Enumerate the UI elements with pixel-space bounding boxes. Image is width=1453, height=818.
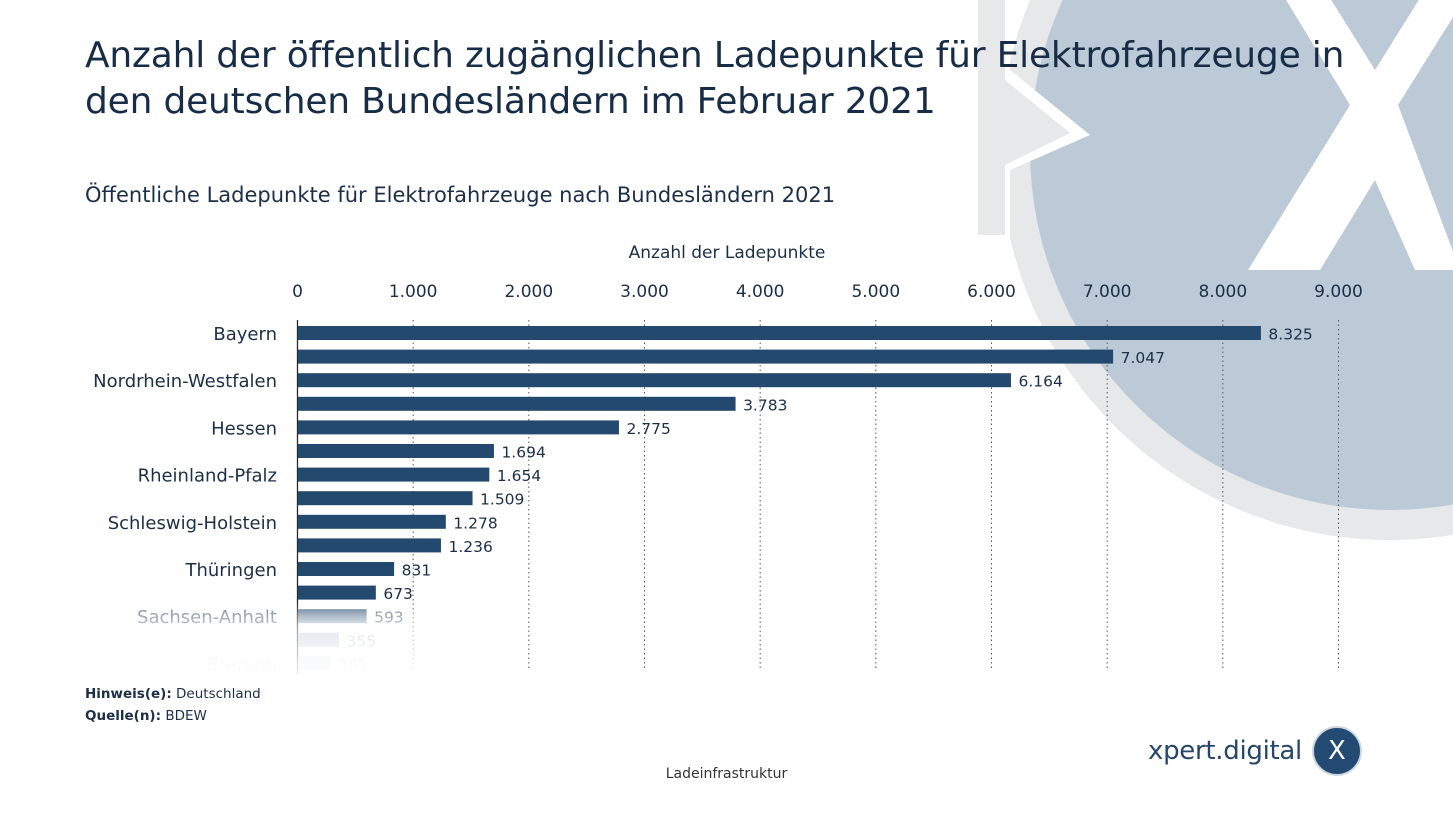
- x-tick-label: 3.000: [620, 282, 669, 302]
- x-tick-label: 7.000: [1083, 282, 1132, 302]
- source-value: BDEW: [165, 708, 207, 724]
- chart-subtitle: Öffentliche Ladepunkte für Elektrofahrze…: [85, 183, 836, 207]
- value-label: 593: [374, 609, 404, 627]
- bar: [298, 396, 736, 411]
- x-tick-labels: 0 1.000 2.000 3.000 4.000 5.000 6.000 7.000 8.00…: [292, 282, 1363, 302]
- hint-value: Deutschland: [176, 686, 261, 702]
- value-label: 7.047: [1121, 349, 1165, 367]
- category-label: Hessen: [211, 418, 277, 439]
- value-label: 8.325: [1268, 326, 1312, 344]
- gridlines: [412, 320, 1339, 668]
- source-line: Quelle(n): BDEW: [85, 705, 261, 727]
- bar: [298, 491, 473, 506]
- value-label: 831: [402, 562, 432, 580]
- x-tick-label: 9.000: [1314, 282, 1363, 302]
- bar: [298, 538, 441, 553]
- x-tick-label: 1.000: [389, 282, 438, 302]
- value-label: 281: [338, 656, 368, 674]
- bar: [298, 656, 331, 671]
- bar: [298, 632, 340, 647]
- x-tick-label: 2.000: [504, 282, 553, 302]
- value-label: 1.654: [497, 467, 541, 485]
- bar: [298, 420, 619, 435]
- category-label: Rheinland-Pfalz: [138, 466, 277, 487]
- category-label: Bremen: [207, 654, 277, 675]
- chart-notes: Hinweis(e): Deutschland Quelle(n): BDEW: [85, 683, 261, 727]
- value-label: 1.278: [453, 514, 497, 532]
- bar: [298, 326, 1261, 340]
- brand-name[interactable]: xpert.digital: [1148, 736, 1302, 766]
- x-tick-label: 4.000: [736, 282, 785, 302]
- page-title: Anzahl der öffentlich zugänglichen Ladep…: [85, 35, 1345, 122]
- x-tick-label: 0: [292, 282, 303, 302]
- value-label: 1.509: [480, 491, 524, 509]
- brand[interactable]: xpert.digital X: [1148, 726, 1362, 776]
- category-labels: Bayern Nordrhein-Westfalen Hessen Rheinland…: [93, 324, 277, 675]
- bars: [298, 326, 1261, 671]
- bar: [298, 609, 367, 624]
- x-tick-label: 5.000: [851, 282, 900, 302]
- bar: [298, 467, 490, 482]
- category-label: Nordrhein-Westfalen: [93, 371, 277, 392]
- category-label: Sachsen-Anhalt: [137, 607, 277, 628]
- value-label: 1.694: [501, 444, 545, 462]
- value-label: 355: [347, 632, 377, 650]
- bar: [298, 349, 1114, 364]
- bar: [298, 585, 376, 600]
- x-axis-title: Anzahl der Ladepunkte: [629, 243, 826, 263]
- category-label: Schleswig-Holstein: [108, 513, 277, 534]
- bar: [298, 373, 1011, 388]
- bar: [298, 444, 494, 458]
- hint-label: Hinweis(e):: [85, 686, 172, 702]
- value-label: 1.236: [448, 538, 492, 556]
- value-label: 673: [383, 585, 413, 603]
- source-label: Quelle(n):: [85, 708, 162, 724]
- x-tick-label: 6.000: [967, 282, 1016, 302]
- bar: [298, 562, 395, 576]
- value-label: 2.775: [626, 420, 670, 438]
- hint-line: Hinweis(e): Deutschland: [85, 683, 261, 705]
- x-tick-label: 8.000: [1198, 282, 1247, 302]
- footer-caption: Ladeinfrastruktur: [665, 766, 788, 782]
- value-label: 6.164: [1018, 373, 1062, 391]
- brand-logo-icon: X: [1311, 726, 1362, 776]
- value-label: 3.783: [743, 396, 787, 414]
- bar: [298, 514, 446, 529]
- category-label: Bayern: [213, 324, 277, 345]
- category-label: Thüringen: [184, 560, 277, 581]
